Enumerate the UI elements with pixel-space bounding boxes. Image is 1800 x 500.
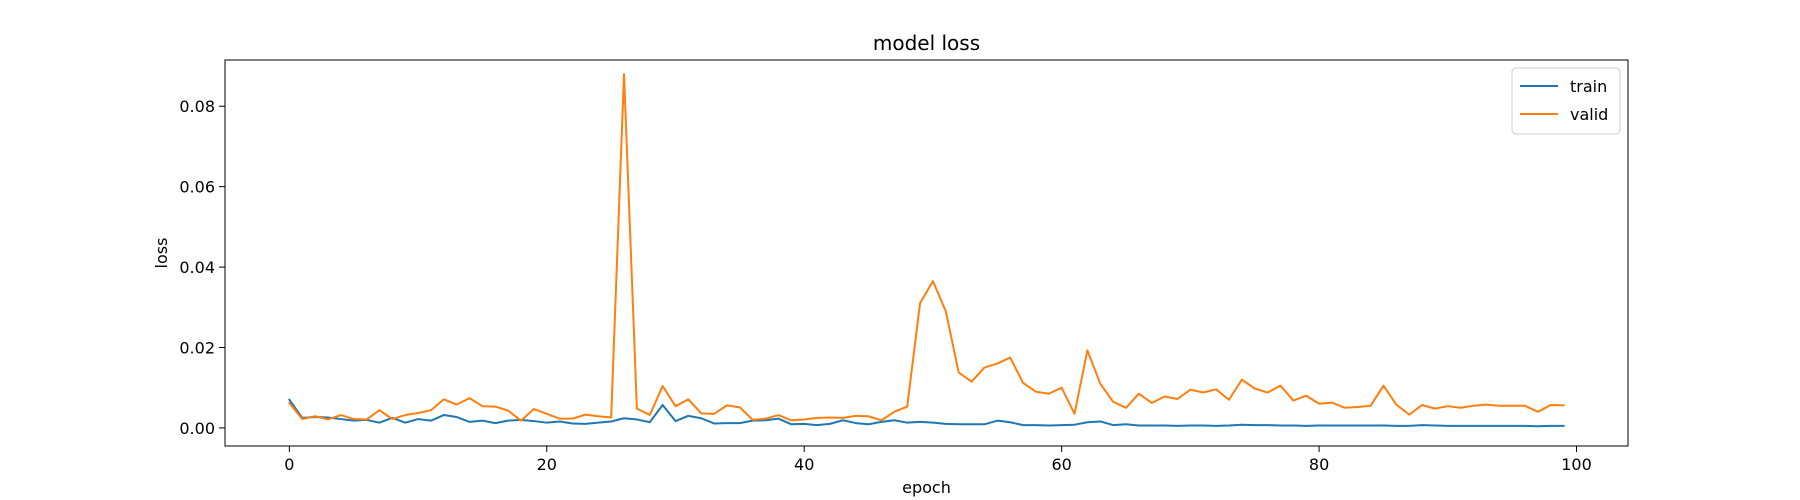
- series-line-train: [287, 398, 1565, 428]
- series-line-valid: [287, 73, 1565, 422]
- x-axis: 0 20 40 60 80 100: [284, 446, 1592, 474]
- plot-frame: [224, 59, 1629, 447]
- x-tick-label: 0: [284, 455, 294, 474]
- y-axis-label: loss: [152, 238, 171, 269]
- x-tick-label: 20: [537, 455, 557, 474]
- x-tick-label: 100: [1561, 455, 1592, 474]
- legend-label-valid: valid: [1570, 105, 1608, 124]
- x-tick-label: 60: [1051, 455, 1071, 474]
- y-tick-label: 0.08: [179, 97, 215, 116]
- chart-title: model loss: [873, 31, 980, 55]
- x-tick-label: 40: [794, 455, 814, 474]
- x-axis-label: epoch: [902, 478, 951, 497]
- y-tick-label: 0.04: [179, 258, 215, 277]
- series-layer: [287, 73, 1565, 428]
- y-tick-label: 0.06: [179, 178, 215, 197]
- legend-label-train: train: [1570, 77, 1607, 96]
- legend-box: [1511, 67, 1621, 135]
- plot-area: [224, 59, 1629, 447]
- y-tick-label: 0.00: [179, 419, 215, 438]
- legend: train valid: [1511, 67, 1621, 135]
- x-tick-label: 80: [1309, 455, 1329, 474]
- y-tick-label: 0.02: [179, 338, 215, 357]
- y-axis: 0.00 0.02 0.04 0.06 0.08: [179, 97, 225, 438]
